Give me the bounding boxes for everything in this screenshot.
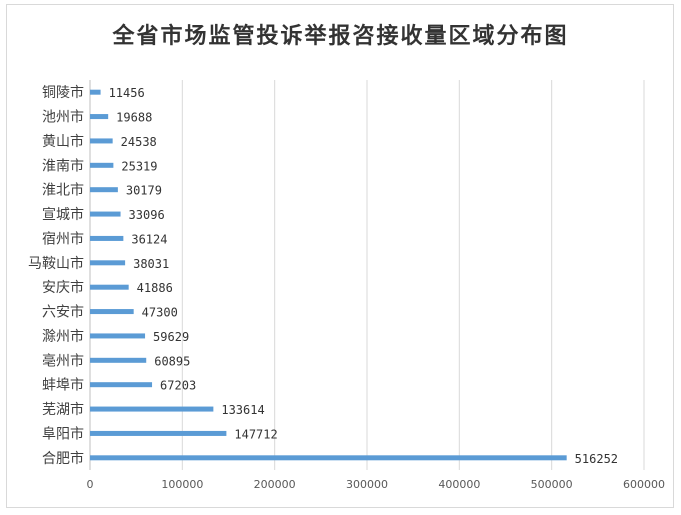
bar xyxy=(90,333,146,339)
data-label: 133614 xyxy=(221,403,264,417)
category-label: 蚌埠市 xyxy=(42,377,84,394)
bar xyxy=(90,455,567,461)
data-label: 41886 xyxy=(137,281,173,295)
x-tick-label: 100000 xyxy=(161,478,203,491)
bar xyxy=(90,406,214,412)
chart-frame xyxy=(6,4,674,508)
bar xyxy=(90,114,109,120)
x-tick-label: 200000 xyxy=(254,478,296,491)
category-label: 安庆市 xyxy=(42,279,84,296)
data-label: 67203 xyxy=(160,379,196,393)
bar xyxy=(90,187,118,193)
data-label: 47300 xyxy=(142,306,178,320)
bar xyxy=(90,260,126,266)
x-tick-label: 500000 xyxy=(531,478,573,491)
data-label: 38031 xyxy=(133,257,169,271)
bar xyxy=(90,357,147,363)
x-tick-label: 400000 xyxy=(438,478,480,491)
x-tick-label: 0 xyxy=(87,478,94,491)
category-label: 宣城市 xyxy=(42,206,84,223)
bar xyxy=(90,89,101,95)
category-label: 合肥市 xyxy=(42,450,84,467)
category-label: 阜阳市 xyxy=(42,425,84,442)
bar xyxy=(90,138,113,144)
chart-title: 全省市场监管投诉举报咨接收量区域分布图 xyxy=(112,24,569,49)
data-label: 24538 xyxy=(121,135,157,149)
category-label: 滁州市 xyxy=(42,328,84,345)
data-label: 25319 xyxy=(121,159,157,173)
category-label: 芜湖市 xyxy=(42,401,84,418)
data-label: 59629 xyxy=(153,330,189,344)
bar xyxy=(90,309,134,315)
category-label: 淮北市 xyxy=(42,182,84,199)
bar xyxy=(90,382,153,388)
data-label: 516252 xyxy=(575,452,618,466)
category-label: 池州市 xyxy=(42,109,84,126)
x-tick-label: 300000 xyxy=(346,478,388,491)
data-label: 11456 xyxy=(109,86,145,100)
bar xyxy=(90,284,129,290)
data-label: 147712 xyxy=(234,427,277,441)
category-label: 宿州市 xyxy=(42,230,84,247)
x-tick-label: 600000 xyxy=(623,478,665,491)
data-label: 19688 xyxy=(116,111,152,125)
data-label: 60895 xyxy=(154,354,190,368)
bar xyxy=(90,162,114,168)
category-label: 六安市 xyxy=(42,304,84,321)
category-label: 铜陵市 xyxy=(42,84,84,101)
bar xyxy=(90,235,124,241)
bar xyxy=(90,430,227,436)
data-label: 36124 xyxy=(131,232,167,246)
category-label: 马鞍山市 xyxy=(28,255,84,272)
bar xyxy=(90,211,121,217)
category-label: 黄山市 xyxy=(42,133,84,150)
data-label: 33096 xyxy=(129,208,165,222)
data-label: 30179 xyxy=(126,184,162,198)
category-label: 淮南市 xyxy=(42,157,84,174)
category-label: 亳州市 xyxy=(42,352,84,369)
